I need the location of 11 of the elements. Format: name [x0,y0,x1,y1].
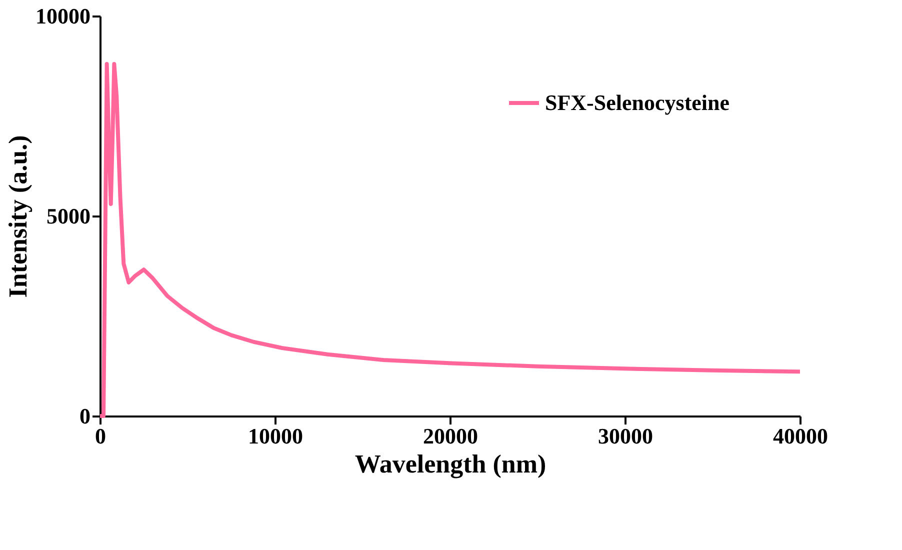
x-tick-label: 20000 [423,424,478,448]
y-tick-label: 0 [80,404,90,428]
x-tick-label: 40000 [773,424,828,448]
y-axis-title: Intensity (a.u.) [4,135,32,298]
y-tick-label: 5000 [46,204,90,228]
x-tick-label: 10000 [248,424,303,448]
x-axis-title: Wavelength (nm) [354,450,546,478]
x-tick-label: 0 [95,424,106,448]
legend-label: SFX-Selenocysteine [545,90,730,115]
y-tick-label: 10000 [36,4,90,28]
x-tick-label: 30000 [598,424,653,448]
